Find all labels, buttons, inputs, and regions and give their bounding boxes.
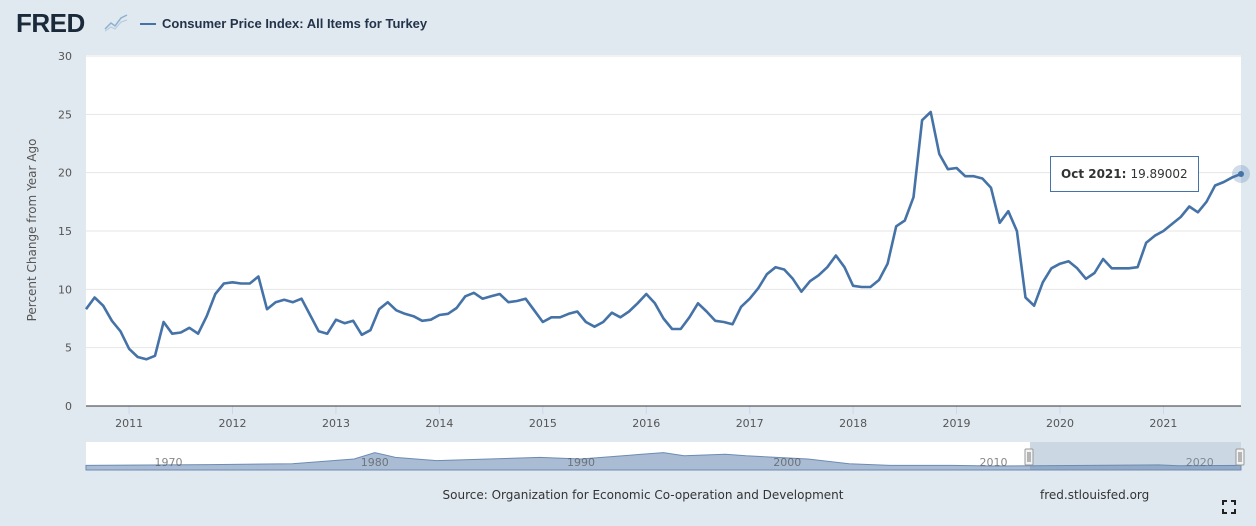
- site-link[interactable]: fred.stlouisfed.org: [1040, 488, 1150, 502]
- navigator-label: 1970: [155, 456, 183, 469]
- y-tick-label: 20: [58, 167, 72, 180]
- source-text: Source: Organization for Economic Co-ope…: [442, 488, 844, 502]
- fred-logo[interactable]: FRED: [16, 8, 85, 38]
- tooltip-value: 19.89002: [1130, 167, 1188, 181]
- chart-legend[interactable]: Consumer Price Index: All Items for Turk…: [140, 16, 427, 31]
- navigator-label: 2020: [1186, 456, 1214, 469]
- y-tick-label: 15: [58, 225, 72, 238]
- x-tick-label: 2013: [322, 417, 350, 430]
- navigator-label: 1980: [361, 456, 389, 469]
- y-tick-label: 25: [58, 108, 72, 121]
- y-tick-label: 5: [65, 342, 72, 355]
- x-tick-label: 2020: [1046, 417, 1074, 430]
- navigator-labels: 1970 1980 1990 2000 2010 2020: [155, 456, 1214, 469]
- x-tick-label: 2018: [839, 417, 867, 430]
- range-navigator[interactable]: 1970 1980 1990 2000 2010 2020: [85, 442, 1245, 471]
- x-tick-label: 2016: [632, 417, 660, 430]
- hover-tooltip: Oct 2021: 19.89002: [1050, 156, 1199, 192]
- series-line[interactable]: [84, 110, 1242, 361]
- navigator-label: 2000: [773, 456, 801, 469]
- x-axis-ticks: 2011 2012 2013 2014 2015 2016 2017 2018 2019 2020…: [115, 406, 1177, 430]
- x-tick-label: 2019: [943, 417, 971, 430]
- y-axis-label: Percent Change from Year Ago: [25, 139, 39, 322]
- fullscreen-icon[interactable]: [1222, 500, 1236, 514]
- navigator-area: [85, 452, 1242, 471]
- navigator-left-handle[interactable]: [1024, 448, 1034, 466]
- tooltip-date: Oct 2021:: [1061, 167, 1127, 181]
- fred-graph-icon: [104, 14, 128, 32]
- x-tick-label: 2017: [736, 417, 764, 430]
- x-tick-label: 2015: [529, 417, 557, 430]
- y-tick-label: 0: [65, 400, 72, 413]
- x-tick-label: 2012: [219, 417, 247, 430]
- x-tick-label: 2014: [425, 417, 453, 430]
- grid-lines: [86, 55, 1241, 349]
- legend-series-label: Consumer Price Index: All Items for Turk…: [162, 16, 428, 31]
- legend-swatch: [140, 22, 156, 25]
- y-tick-label: 10: [58, 283, 72, 296]
- source-note: Source: Organization for Economic Co-ope…: [0, 488, 1256, 502]
- y-axis-ticks: 0 5 10 15 20 25 30: [58, 50, 72, 413]
- x-tick-label: 2021: [1149, 417, 1177, 430]
- y-tick-label: 30: [58, 50, 72, 63]
- navigator-right-handle[interactable]: [1235, 448, 1245, 466]
- x-tick-label: 2011: [115, 417, 143, 430]
- navigator-label: 1990: [567, 456, 595, 469]
- hover-point[interactable]: [1238, 170, 1244, 177]
- navigator-label: 2010: [980, 456, 1008, 469]
- navigator-selection[interactable]: [1030, 442, 1241, 470]
